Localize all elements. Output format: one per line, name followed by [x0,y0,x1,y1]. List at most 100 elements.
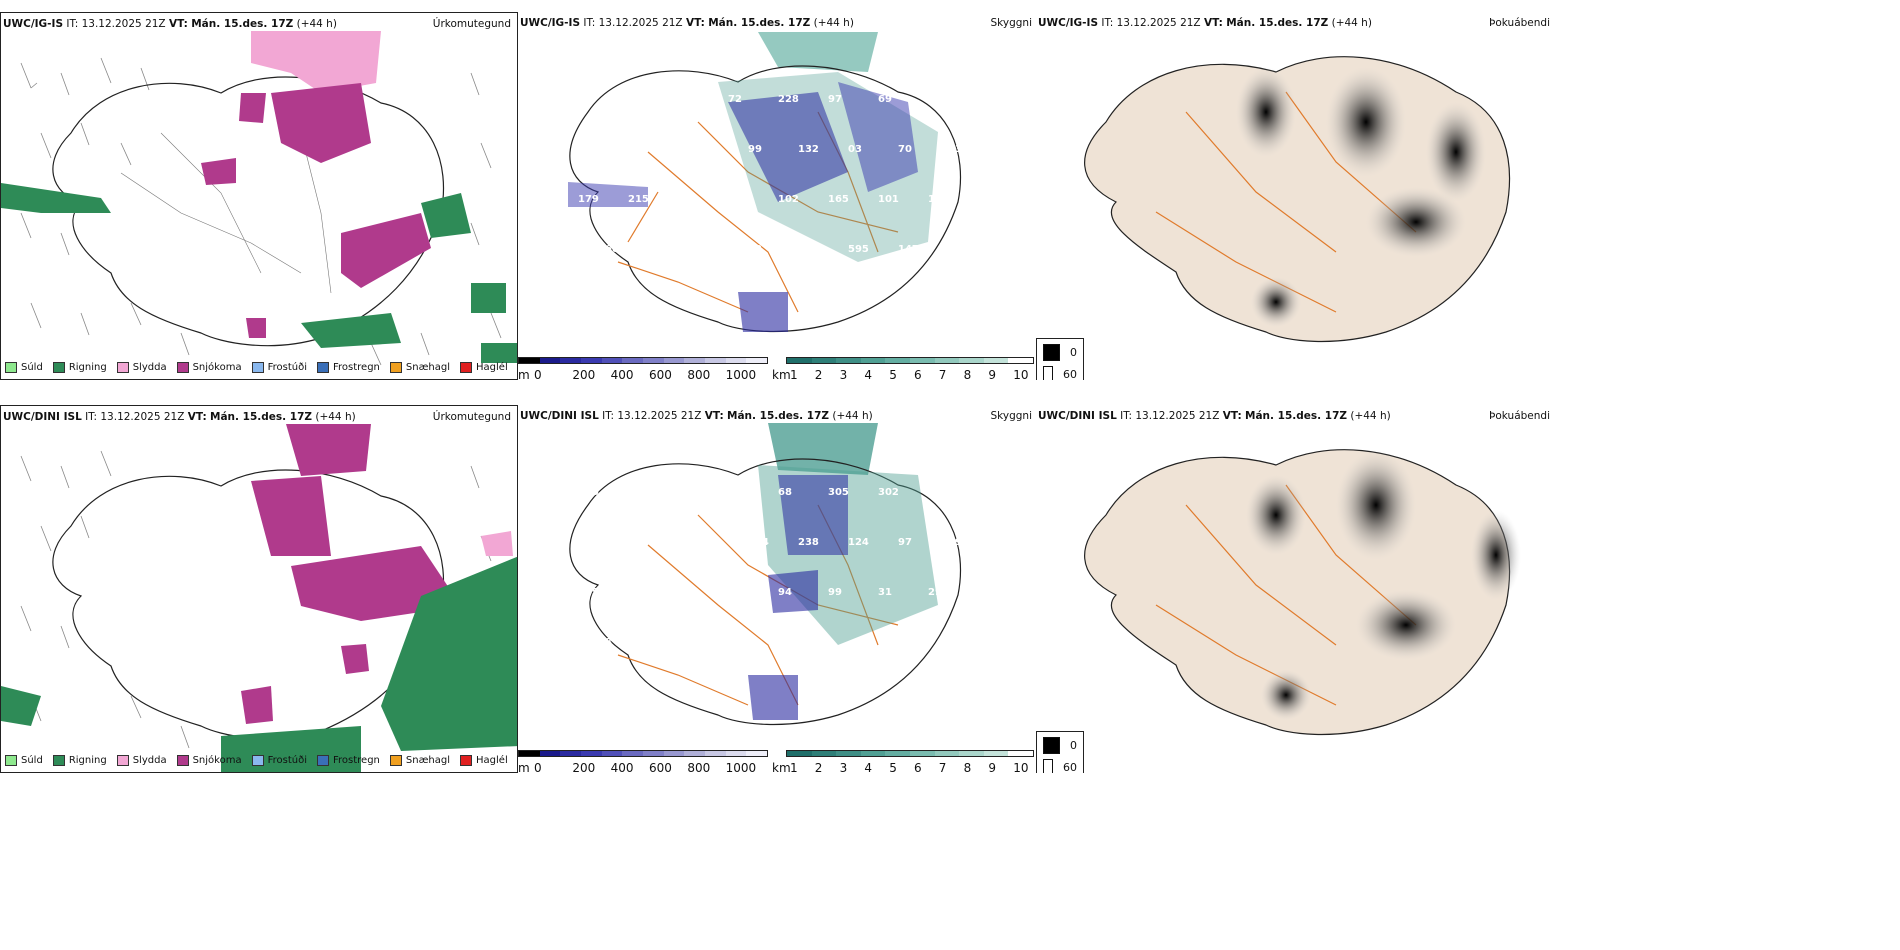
cloud-base-marker: 147 [898,244,919,255]
init-time: 13.12.2025 21Z [1116,17,1201,29]
legend-swatch [176,754,189,766]
cloud-base-marker: 604 [628,587,649,598]
legend-swatch [52,361,65,373]
cloud-base-marker: 37 [578,94,592,105]
cloud-base-marker: 163 [728,194,749,205]
cloud-base-marker: 71 [678,94,692,105]
legend-item: Haglél [460,361,508,373]
legend-label: Súld [21,361,43,373]
legend-item: Frostúði [251,361,307,373]
panel-title: Skyggni [990,410,1033,422]
cloud-base-marker: 302 [878,487,899,498]
legend-item: Snæhagl [389,361,451,373]
precip-map [1,31,517,366]
legend-swatch [251,361,264,373]
model-name: UWC/IG-IS [1038,17,1099,29]
legend-label: Slydda [132,754,167,766]
cloud-base-marker: 165 [828,194,849,205]
colorbar-tick-label: 800 [687,368,711,380]
cloud-base-marker: 305 [828,487,849,498]
fog-legend-swatch [1043,759,1053,773]
legend-item: Snjókoma [176,361,242,373]
legend-item: Snjókoma [176,754,242,766]
ceiling-colorbar: m 0 200 400 600 800 1000 [518,750,768,773]
lead-time: (+44 h) [813,17,854,29]
precip-legend: Súld Rigning Slydda Snjókoma Frostúði Frostre… [5,359,517,375]
cloud-base-marker: 144 [748,537,769,548]
legend-swatch [460,361,473,373]
cloud-base-marker: 228 [778,94,799,105]
cloud-base-marker: 184 [728,587,749,598]
colorbar-tick-label: 8 [963,368,972,380]
cloud-base-marker: 215 [628,194,649,205]
precip-type-panel-row1: UWC/IG-IS IT: 13.12.2025 21Z VT: Mán. 15… [0,12,518,380]
panel-title: Þokuábendi [1489,17,1550,29]
colorbar-tick-label: 7 [938,368,947,380]
colorbar-tick-label: 3 [839,761,848,773]
legend-label: Frostregn [333,754,380,766]
wind-barbs [20,57,502,366]
cloud-base-marker: 92 [648,144,662,155]
valid-time-label: VT: [685,17,705,29]
panel-header: UWC/DINI ISL IT: 13.12.2025 21Z VT: Mán.… [3,411,356,423]
colorbar-tick-label: 1000 [725,761,757,773]
colorbar-tick-label: 8 [963,761,972,773]
valid-time-label: VT: [704,410,724,422]
cloud-base-marker: 03 [848,144,862,155]
legend-label: Haglél [476,754,508,766]
lead-time: (+44 h) [1350,410,1391,422]
legend-label: Súld [21,754,43,766]
colorbar-tick-label: 2 [814,368,823,380]
legend-label: Frostúði [267,361,307,373]
valid-time: Mán. 15.des. 17Z [191,18,294,30]
init-time-label: IT: [66,18,79,30]
panel-header: UWC/DINI ISL IT: 13.12.2025 21Z VT: Mán.… [1038,410,1391,422]
legend-item: Rigning [52,361,107,373]
init-time-label: IT: [1120,410,1133,422]
visibility-unit: km [772,368,791,380]
legend-swatch [317,754,329,766]
cloud-base-marker: 78 [598,637,612,648]
cloud-base-marker: 299 [948,537,969,548]
legend-swatch [389,361,402,373]
legend-label: Snæhagl [405,361,451,373]
cloud-ceiling-panel-row2: UWC/DINI ISL IT: 13.12.2025 21Z VT: Mán.… [518,405,1038,773]
fog-map [1084,449,1521,736]
cloud-base-marker: 129 [928,194,949,205]
legend-item: Frostúði [251,754,307,766]
legend-item: Rigning [52,754,107,766]
valid-time: Mán. 15.des. 17Z [708,17,811,29]
legend-label: Haglél [476,361,508,373]
colorbar-tick-label: 200 [572,761,596,773]
legend-item: Slydda [116,361,167,373]
init-time-label: IT: [583,17,596,29]
colorbar-tick-label: 1 [790,368,798,380]
cloud-base-marker: 128 [648,637,669,648]
colorbar-tick-label: 4 [864,368,873,380]
legend-item: Frostregn [317,361,380,373]
panel-header: UWC/DINI ISL IT: 13.12.2025 21Z VT: Mán.… [520,410,873,422]
panel-title: Skyggni [990,17,1033,29]
colorbar-tick-label: 0 [534,761,542,773]
legend-swatch [389,754,402,766]
cloud-base-marker: 72 [728,94,742,105]
cloud-base-marker: 160 [598,244,619,255]
legend-label: Rigning [68,361,107,373]
colorbar-tick-label: 5 [889,761,897,773]
ceiling-unit: m [518,761,530,773]
fog-legend-swatch [1043,344,1060,361]
colorbar-tick-label: 6 [914,761,922,773]
lead-time: (+44 h) [296,18,337,30]
fog-map [1084,56,1511,343]
cloud-ceiling-panel-row1: UWC/IG-IS IT: 13.12.2025 21Z VT: Mán. 15… [518,12,1038,380]
fog-legend-item: 60 [1043,759,1077,773]
cloud-base-marker: 79 [928,94,942,105]
valid-time-label: VT: [187,411,207,423]
colorbar-tick-label: 5 [889,368,897,380]
cloud-base-marker: 68 [778,487,792,498]
cloud-base-marker: 101 [728,487,749,498]
init-time-label: IT: [1101,17,1114,29]
rain-areas [1,183,517,363]
colorbar-tick-label: 7 [938,761,947,773]
cloud-base-marker: 99 [748,144,762,155]
